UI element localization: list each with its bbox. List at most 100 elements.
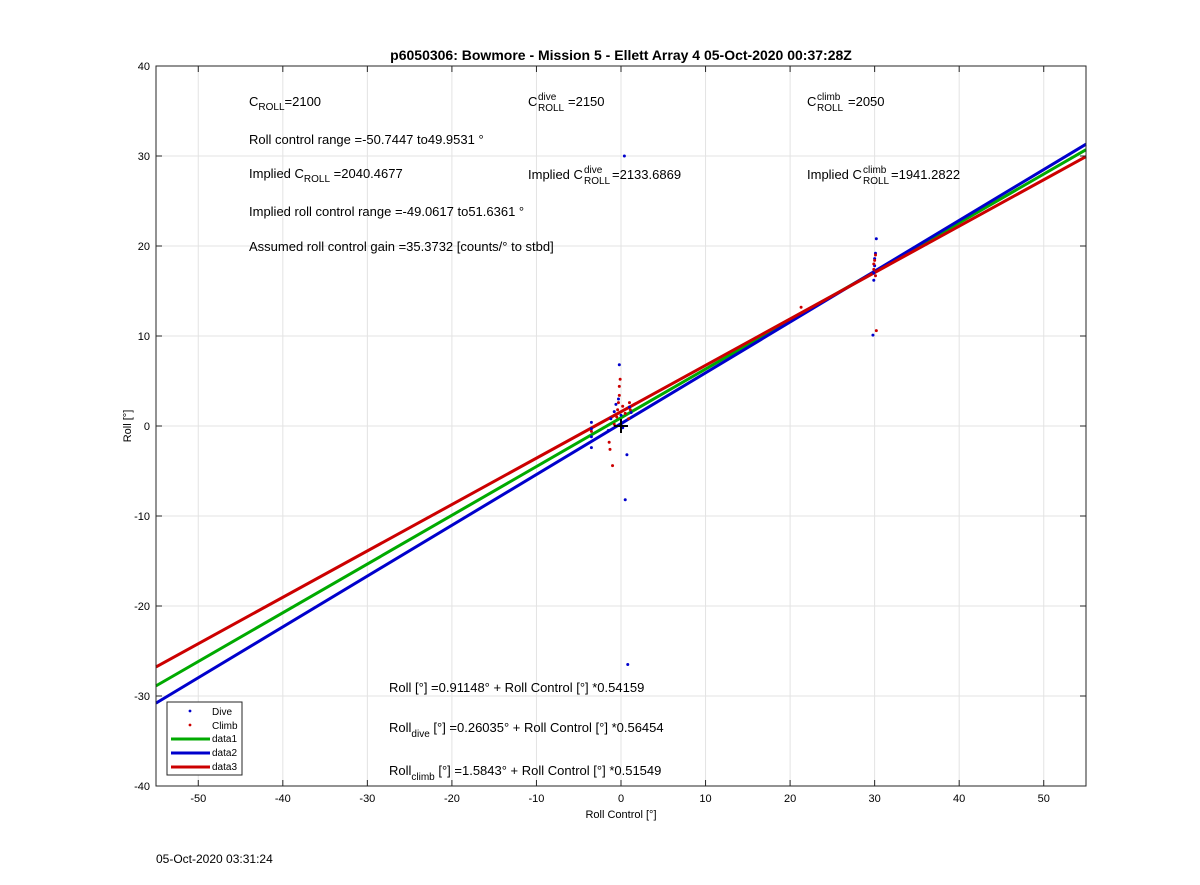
c-roll-dive-value: =2150 — [568, 94, 605, 109]
point-climb — [627, 401, 631, 405]
y-tick-label: 20 — [138, 241, 150, 253]
point-climb — [623, 411, 627, 415]
axis-ticks: -50 -40 -30 -20 -10 0 10 20 30 40 50 -40 -30 -20 -10 0 1… — [134, 61, 1086, 805]
plot-frame — [155, 65, 1087, 787]
point-climb — [617, 384, 621, 388]
legend-label-dive: Dive — [212, 707, 232, 718]
c-roll-climb-value: =2050 — [848, 94, 885, 109]
c-roll-annotation: CROLL=2100 — [249, 94, 321, 113]
y-tick-label: 10 — [138, 331, 150, 343]
x-tick-label: -40 — [275, 793, 291, 805]
x-tick-label: -30 — [359, 793, 375, 805]
point-climb — [874, 329, 878, 333]
point-climb — [873, 258, 877, 262]
x-axis-label: Roll Control [°] — [585, 809, 656, 821]
point-dive — [626, 663, 630, 666]
implied-c-roll-annotation: Implied CROLL =2040.4677 — [249, 166, 403, 185]
point-dive — [627, 405, 631, 409]
series-line-data3 — [155, 155, 1087, 669]
point-climb — [607, 440, 611, 444]
point-dive — [589, 420, 593, 424]
point-climb — [608, 447, 612, 451]
point-dive — [589, 446, 593, 450]
legend-label-data3: data3 — [212, 762, 237, 773]
point-dive — [622, 154, 626, 158]
y-tick-label: 30 — [138, 151, 150, 163]
point-climb — [799, 305, 803, 309]
point-dive — [606, 429, 610, 432]
implied-roll-control-range-annotation: Implied roll control range =-49.0617 to5… — [249, 204, 524, 219]
y-tick-label: 0 — [144, 421, 150, 433]
c-roll-dive-annotation: C — [528, 94, 537, 109]
point-climb — [611, 464, 615, 468]
point-dive — [589, 435, 593, 439]
x-tick-label: -10 — [529, 793, 545, 805]
c-roll-climb-annotation: C — [807, 94, 816, 109]
point-climb — [873, 274, 877, 278]
point-dive — [871, 333, 875, 337]
point-climb — [873, 253, 877, 257]
legend-label-data2: data2 — [212, 748, 237, 759]
point-dive — [609, 417, 613, 421]
x-tick-label: 30 — [869, 793, 881, 805]
legend-marker-dive — [188, 709, 192, 713]
point-climb — [627, 417, 631, 421]
x-tick-label: 10 — [699, 793, 711, 805]
y-tick-label: 40 — [138, 61, 150, 73]
point-climb — [628, 408, 632, 412]
legend-marker-climb — [188, 723, 192, 727]
implied-c-roll-dive-sub: ROLL — [584, 176, 611, 187]
implied-c-roll-climb-value: =1941.2822 — [891, 167, 960, 182]
c-roll-climb-sup: climb — [817, 92, 841, 103]
x-tick-label: -50 — [190, 793, 206, 805]
legend-label-data1: data1 — [212, 734, 237, 745]
point-dive — [623, 498, 627, 502]
point-climb — [872, 267, 876, 271]
chart-title: p6050306: Bowmore - Mission 5 - Ellett A… — [390, 47, 852, 63]
fit-climb-equation: Rollclimb [°] =1.5843° + Roll Control [°… — [389, 763, 661, 783]
legend-label-climb: Climb — [212, 721, 238, 732]
point-climb — [617, 393, 621, 397]
implied-c-roll-dive-value: =2133.6869 — [612, 167, 681, 182]
origin-cross-marker — [614, 419, 628, 433]
point-climb — [621, 404, 625, 408]
point-dive — [619, 413, 623, 417]
implied-c-roll-dive-sup: dive — [584, 165, 603, 176]
point-dive — [629, 411, 633, 414]
point-climb — [872, 262, 876, 266]
implied-c-roll-climb-sup: climb — [863, 165, 887, 176]
implied-c-roll-climb-sub: ROLL — [863, 176, 890, 187]
x-tick-label: 0 — [618, 793, 624, 805]
point-climb — [616, 408, 620, 412]
point-climb — [618, 377, 622, 381]
roll-control-range-annotation: Roll control range =-50.7447 to49.9531 ° — [249, 132, 484, 147]
y-tick-label: -20 — [134, 601, 150, 613]
point-dive — [872, 271, 876, 275]
y-axis-label: Roll [°] — [122, 410, 134, 443]
point-dive — [616, 397, 620, 401]
x-tick-label: 40 — [953, 793, 965, 805]
x-tick-label: 50 — [1038, 793, 1050, 805]
implied-c-roll-climb-prefix: Implied C — [807, 167, 862, 182]
point-dive — [612, 410, 616, 414]
data-points — [589, 154, 878, 666]
point-dive — [589, 427, 593, 431]
c-roll-dive-sup: dive — [538, 92, 557, 103]
y-tick-label: -30 — [134, 691, 150, 703]
point-dive — [872, 278, 876, 282]
c-roll-dive-sub: ROLL — [538, 103, 565, 114]
fit-all-equation: Roll [°] =0.91148° + Roll Control [°] *0… — [389, 680, 644, 695]
point-climb — [616, 401, 620, 405]
y-tick-label: -10 — [134, 511, 150, 523]
assumed-gain-annotation: Assumed roll control gain =35.3732 [coun… — [249, 239, 554, 254]
fit-dive-equation: Rolldive [°] =0.26035° + Roll Control [°… — [389, 720, 664, 740]
point-climb — [589, 429, 593, 433]
point-dive — [617, 363, 621, 367]
x-tick-label: 20 — [784, 793, 796, 805]
x-tick-label: -20 — [444, 793, 460, 805]
point-dive — [614, 402, 618, 406]
point-climb — [615, 415, 619, 419]
y-tick-label: -40 — [134, 781, 150, 793]
point-climb — [612, 422, 616, 426]
